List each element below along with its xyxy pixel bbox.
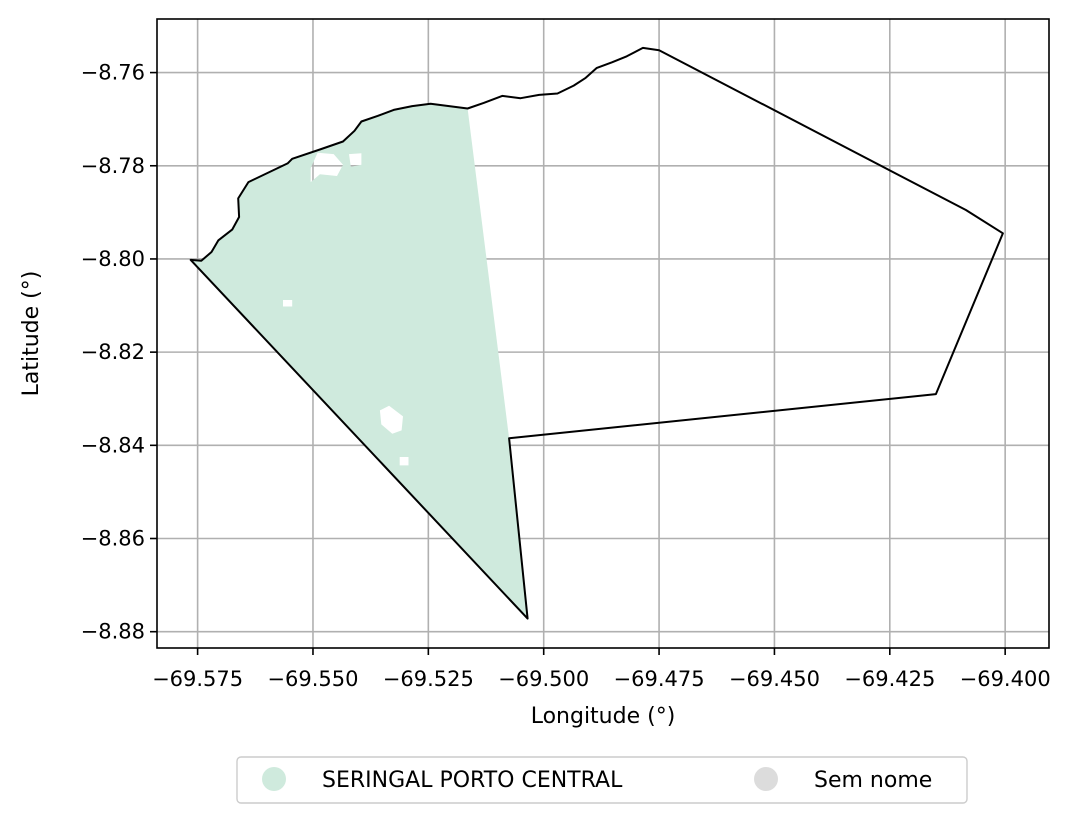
x-tick-label-7: −69.400 [960, 667, 1051, 691]
legend-swatch-sem-nome [754, 767, 778, 791]
legend-swatch-seringal-porto-central [262, 767, 286, 791]
y-axis-ticks: −8.76 −8.78 −8.80 −8.82 −8.84 −8.86 −8.88 [81, 61, 157, 644]
y-tick-label-3: −8.82 [81, 340, 145, 364]
y-tick-label-6: −8.88 [81, 620, 145, 644]
y-tick-label-4: −8.84 [81, 433, 145, 457]
y-axis-title: Latitude (°) [19, 271, 44, 397]
x-tick-label-1: −69.550 [267, 667, 358, 691]
x-tick-label-2: −69.525 [383, 667, 474, 691]
y-tick-label-0: −8.76 [81, 61, 145, 85]
x-axis-ticks: −69.575 −69.550 −69.525 −69.500 −69.475 −69.4… [152, 648, 1051, 691]
y-tick-label-1: −8.78 [81, 154, 145, 178]
legend-label-seringal-porto-central: SERINGAL PORTO CENTRAL [322, 768, 623, 793]
legend: SERINGAL PORTO CENTRAL Sem nome [236, 756, 968, 804]
region-fill-0 [190, 103, 528, 619]
x-tick-label-4: −69.475 [614, 667, 705, 691]
y-tick-label-5: −8.86 [81, 527, 145, 551]
region-outline-1 [189, 46, 1004, 620]
x-tick-label-5: −69.450 [729, 667, 820, 691]
legend-label-sem-nome: Sem nome [814, 768, 932, 793]
plot-frame [156, 18, 1050, 649]
x-axis-title: Longitude (°) [531, 704, 676, 729]
map-regions [189, 46, 1004, 620]
x-tick-label-3: −69.500 [498, 667, 589, 691]
x-tick-label-6: −69.425 [844, 667, 935, 691]
legend-box [236, 756, 968, 804]
x-tick-label-0: −69.575 [152, 667, 243, 691]
y-tick-label-2: −8.80 [81, 247, 145, 271]
